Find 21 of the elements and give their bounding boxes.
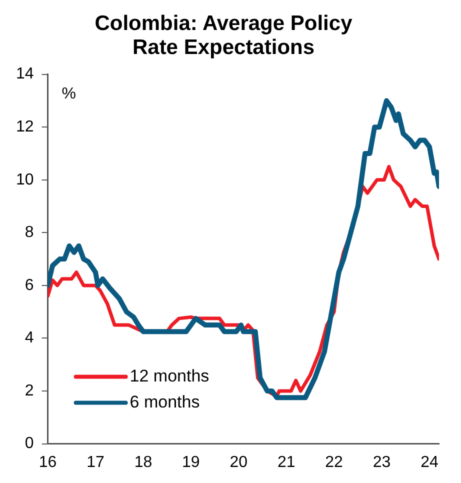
x-tick-label: 16 xyxy=(38,454,57,471)
legend-label: 6 months xyxy=(130,392,200,412)
x-tick-label: 24 xyxy=(420,454,438,471)
y-tick-label: 10 xyxy=(16,171,34,188)
y-tick-label: 6 xyxy=(24,276,34,294)
annotation: % xyxy=(62,86,76,103)
y-tick-label: 4 xyxy=(24,330,34,347)
y-tick-label: 2 xyxy=(24,382,34,400)
x-tick-label: 23 xyxy=(372,454,391,471)
x-tick-label: 19 xyxy=(182,454,200,471)
y-tick-label: 12 xyxy=(16,118,34,136)
x-tick-label: 18 xyxy=(134,454,152,471)
y-tick-label: 0 xyxy=(24,435,34,452)
x-tick-label: 21 xyxy=(277,454,296,471)
legend-label: 12 months xyxy=(130,366,210,386)
x-tick-label: 22 xyxy=(325,454,344,471)
x-tick-label: 17 xyxy=(86,454,105,471)
chart-title: Colombia: Average Policy Rate Expectations xyxy=(94,12,353,60)
y-tick-label: 14 xyxy=(16,66,34,83)
x-tick-label: 20 xyxy=(230,454,248,471)
y-tick-label: 8 xyxy=(24,224,34,242)
